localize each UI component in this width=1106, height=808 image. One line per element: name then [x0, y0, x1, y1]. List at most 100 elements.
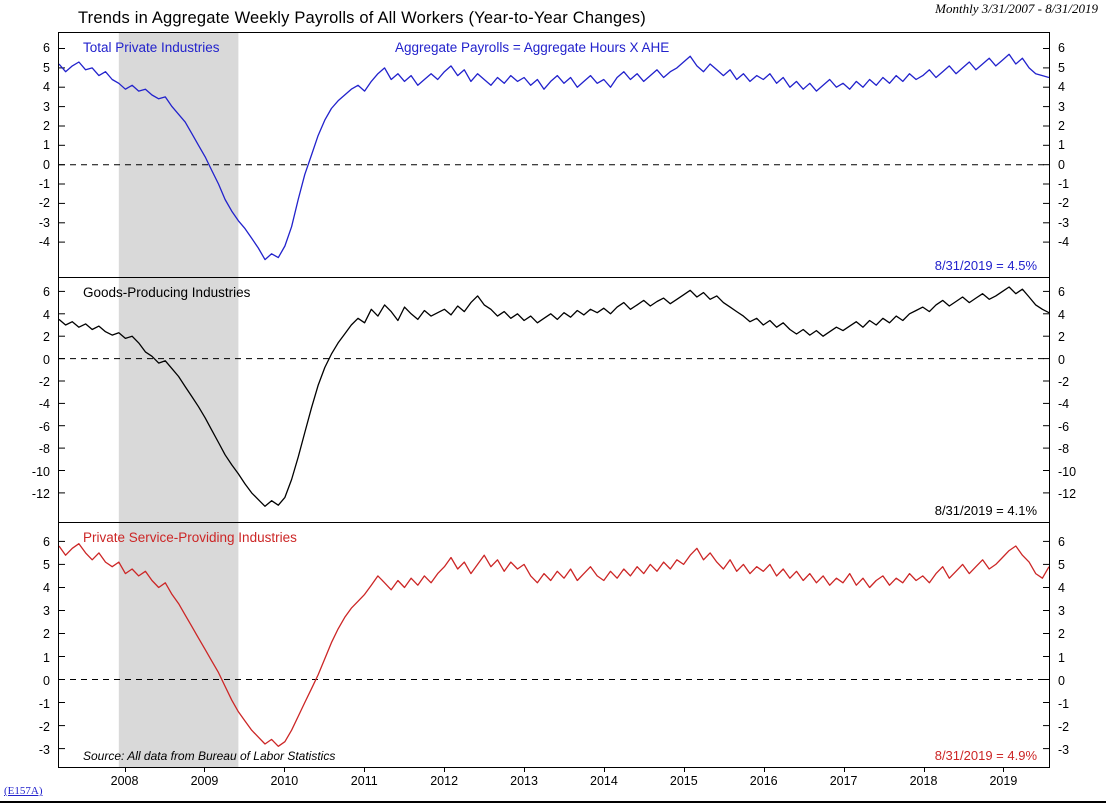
latest-value-label: 8/31/2019 = 4.5%: [934, 258, 1037, 273]
y-tick-label: 0: [43, 352, 50, 367]
line-chart-goods-producing: [59, 278, 1049, 522]
y-tick-label: 2: [43, 118, 50, 133]
x-tick: [683, 768, 685, 772]
x-tick-label: 2015: [669, 774, 698, 788]
y-tick-label: -10: [1058, 464, 1077, 479]
y-tick-label: 6: [43, 41, 50, 56]
x-tick: [923, 768, 925, 772]
series-code-link[interactable]: (E157A): [4, 785, 43, 797]
x-tick: [1003, 768, 1005, 772]
y-axis-left: 6 5 4 3 2 1 0 -1 -2 -3 -4: [0, 32, 58, 278]
y-tick-label: 3: [1058, 604, 1065, 619]
x-axis: 2008 2009 2010 2011 2012 2013 2014 2015 2016 2017…: [58, 768, 1050, 794]
y-tick-label: -3: [38, 742, 50, 757]
y-tick-label: 3: [43, 99, 50, 114]
y-tick-label: 0: [1058, 352, 1065, 367]
series-label: Goods-Producing Industries: [83, 285, 251, 300]
y-tick-label: 2: [1058, 118, 1065, 133]
y-axis-right: 6 4 2 0 -2 -4 -6 -8 -10 -12: [1050, 278, 1106, 523]
chart-header: Monthly 3/31/2007 - 8/31/2019 Trends in …: [0, 0, 1106, 32]
x-axis-right-spacer: [1050, 768, 1106, 794]
y-tick-label: 3: [1058, 99, 1065, 114]
y-tick-label: -4: [38, 397, 50, 412]
y-tick-label: -8: [1058, 441, 1070, 456]
y-tick-label: -2: [38, 719, 50, 734]
y-axis-left: 6 4 2 0 -2 -4 -6 -8 -10 -12: [0, 278, 58, 523]
plot-area-private-services: Private Service-Providing Industries Sou…: [58, 523, 1050, 768]
y-tick-label: 1: [1058, 650, 1065, 665]
x-tick-label: 2012: [430, 774, 459, 788]
y-tick-label: -2: [38, 196, 50, 211]
x-tick-label: 2009: [190, 774, 219, 788]
y-tick-label: 4: [1058, 307, 1065, 322]
x-tick: [444, 768, 446, 772]
x-tick-label: 2018: [909, 774, 938, 788]
y-tick-label: -1: [1058, 696, 1070, 711]
x-tick-label: 2014: [590, 774, 618, 788]
y-tick-label: -1: [1058, 176, 1070, 191]
y-tick-label: 6: [1058, 285, 1065, 300]
y-tick-label: 1: [1058, 138, 1065, 153]
y-tick-label: 5: [43, 60, 50, 75]
plot-area-total-private: Total Private Industries Aggregate Payro…: [58, 32, 1050, 278]
y-tick-label: -1: [38, 696, 50, 711]
y-tick-label: -3: [1058, 215, 1070, 230]
y-tick-label: -3: [38, 215, 50, 230]
y-tick-label: 5: [43, 558, 50, 573]
line-chart-private-services: [59, 523, 1049, 767]
line-chart-total-private: [59, 33, 1049, 277]
y-tick-label: -4: [1058, 234, 1070, 249]
x-axis-row: 2008 2009 2010 2011 2012 2013 2014 2015 2016 2017…: [0, 768, 1106, 794]
y-tick-label: 4: [43, 307, 50, 322]
y-tick-label: -1: [38, 176, 50, 191]
y-tick-label: -4: [1058, 397, 1070, 412]
y-axis-right: 6 5 4 3 2 1 0 -1 -2 -3: [1050, 523, 1106, 768]
y-tick-label: -6: [1058, 419, 1070, 434]
x-tick: [603, 768, 605, 772]
y-tick-label: -10: [31, 464, 50, 479]
panel-goods-producing: 6 4 2 0 -2 -4 -6 -8 -10 -12 Goods-Producing Indus…: [0, 278, 1106, 523]
chart-frame: 6 5 4 3 2 1 0 -1 -2 -3 -4 Total Private Industries…: [0, 32, 1106, 794]
y-tick-label: 1: [43, 650, 50, 665]
y-tick-label: 4: [1058, 79, 1065, 94]
panel-private-services: 6 5 4 3 2 1 0 -1 -2 -3 Private Service-Providing …: [0, 523, 1106, 768]
x-tick: [763, 768, 765, 772]
y-tick-label: 0: [1058, 673, 1065, 688]
y-tick-label: -12: [1058, 486, 1077, 501]
y-tick-label: -8: [38, 441, 50, 456]
x-tick: [204, 768, 206, 772]
y-tick-label: 2: [43, 329, 50, 344]
y-tick-label: 6: [43, 535, 50, 550]
source-note: Source: All data from Bureau of Labor St…: [83, 749, 336, 763]
x-tick-label: 2011: [350, 774, 378, 788]
x-tick: [284, 768, 286, 772]
y-tick-label: 4: [43, 79, 50, 94]
latest-value-label: 8/31/2019 = 4.9%: [934, 748, 1037, 763]
frequency-note: Monthly 3/31/2007 - 8/31/2019: [935, 1, 1098, 16]
series-label: Private Service-Providing Industries: [83, 530, 297, 545]
y-tick-label: 2: [1058, 627, 1065, 642]
page-title: Trends in Aggregate Weekly Payrolls of A…: [78, 9, 646, 27]
series-label: Total Private Industries: [83, 40, 220, 55]
y-tick-label: 2: [43, 627, 50, 642]
x-tick-label: 2016: [749, 774, 778, 788]
y-tick-label: 3: [43, 604, 50, 619]
latest-value-label: 8/31/2019 = 4.1%: [934, 503, 1037, 518]
y-tick-label: -6: [38, 419, 50, 434]
plot-area-goods-producing: Goods-Producing Industries 8/31/2019 = 4…: [58, 278, 1050, 523]
y-tick-label: -2: [38, 374, 50, 389]
y-tick-label: -2: [1058, 196, 1070, 211]
x-tick: [843, 768, 845, 772]
y-tick-label: 6: [1058, 535, 1065, 550]
x-tick-label: 2013: [510, 774, 538, 788]
y-tick-label: -12: [31, 486, 50, 501]
x-tick-label: 2019: [989, 774, 1018, 788]
y-axis-left: 6 5 4 3 2 1 0 -1 -2 -3: [0, 523, 58, 768]
y-tick-label: 6: [43, 285, 50, 300]
y-tick-label: -3: [1058, 742, 1070, 757]
y-tick-label: 1: [43, 138, 50, 153]
x-tick-label: 2008: [110, 774, 139, 788]
y-tick-label: -2: [1058, 374, 1070, 389]
y-tick-label: 0: [1058, 157, 1065, 172]
